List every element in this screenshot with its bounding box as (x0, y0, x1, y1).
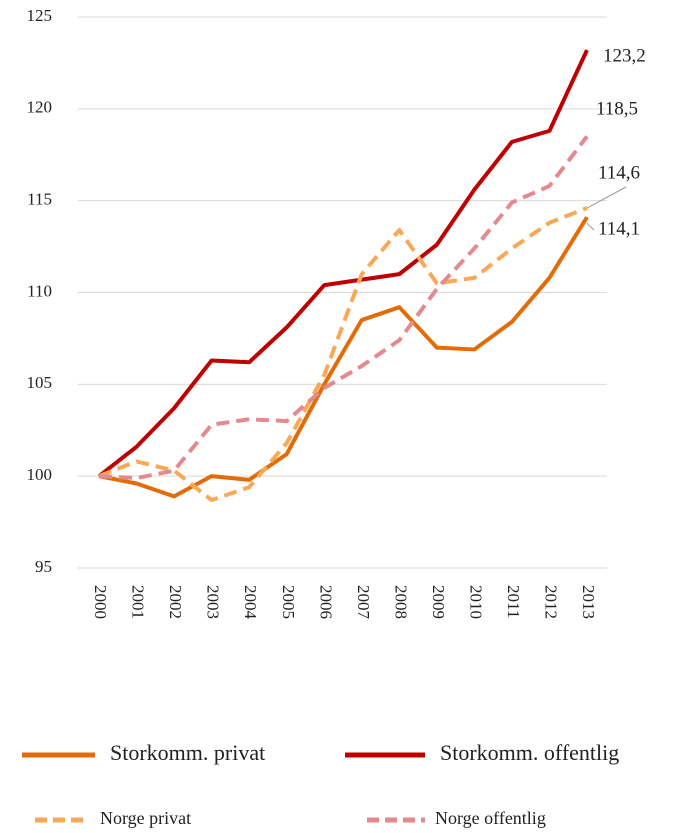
series-line (98, 216, 589, 499)
y-tick-label: 125 (27, 6, 53, 25)
x-tick-label: 2008 (391, 585, 410, 619)
x-tick-label: 2005 (279, 585, 298, 619)
legend-label: Storkomm. offentlig (440, 740, 619, 765)
legend-label: Norge privat (100, 808, 191, 828)
leader-line (586, 222, 595, 231)
legend-label: Storkomm. privat (110, 740, 265, 765)
x-tick-label: 2012 (542, 585, 561, 619)
data-label: 114,1 (598, 218, 640, 239)
x-tick-label: 2007 (354, 585, 373, 620)
x-tick-label: 2010 (466, 585, 485, 619)
series-line (98, 206, 588, 503)
data-label: 123,2 (603, 45, 646, 66)
series-line (98, 135, 589, 481)
y-tick-label: 120 (27, 98, 53, 117)
x-tick-label: 2009 (429, 585, 448, 619)
x-tick-label: 2013 (579, 585, 598, 619)
y-tick-label: 95 (35, 557, 52, 576)
y-tick-label: 110 (27, 281, 52, 300)
y-tick-label: 115 (27, 190, 52, 209)
x-tick-label: 2006 (316, 585, 335, 619)
x-tick-label: 2011 (504, 585, 523, 618)
x-tick-label: 2003 (204, 585, 223, 619)
x-tick-label: 2002 (166, 585, 185, 619)
legend-label: Norge offentlig (435, 808, 546, 828)
data-label: 114,6 (598, 162, 640, 183)
x-tick-label: 2000 (91, 585, 110, 619)
y-tick-label: 100 (27, 465, 53, 484)
y-tick-label: 105 (27, 373, 53, 392)
x-tick-label: 2001 (129, 585, 148, 619)
data-label: 118,5 (596, 98, 638, 119)
series-line (97, 49, 589, 478)
leader-line (586, 186, 627, 209)
x-tick-label: 2004 (241, 585, 260, 620)
